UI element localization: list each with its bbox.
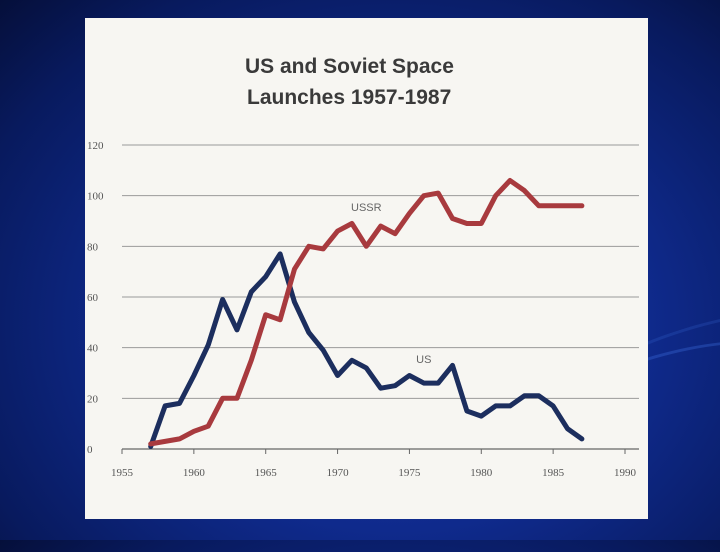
x-tick-label: 1970 bbox=[327, 467, 350, 479]
x-tick-label: 1960 bbox=[183, 467, 206, 479]
x-tick-label: 1975 bbox=[398, 467, 421, 479]
series-label-ussr: USSR bbox=[351, 202, 382, 214]
y-tick-label: 80 bbox=[87, 241, 99, 253]
y-tick-label: 20 bbox=[87, 393, 99, 405]
x-tick-label: 1985 bbox=[542, 467, 565, 479]
line-chart: US and Soviet Space Launches 1957-1987 0… bbox=[87, 55, 639, 479]
x-tick-label: 1965 bbox=[255, 467, 278, 479]
series-label-us: US bbox=[416, 354, 431, 366]
x-tick-label: 1980 bbox=[470, 467, 493, 479]
y-tick-label: 0 bbox=[87, 444, 93, 456]
series-line-ussr bbox=[148, 178, 585, 447]
chart-title-line-1: US and Soviet Space bbox=[245, 55, 454, 78]
y-tick-label: 100 bbox=[87, 191, 104, 203]
x-tick-label: 1990 bbox=[614, 467, 637, 479]
chart-figure: US and Soviet Space Launches 1957-1987 0… bbox=[85, 18, 648, 519]
y-tick-label: 120 bbox=[87, 140, 104, 152]
series-line-us bbox=[148, 251, 585, 449]
y-tick-label: 40 bbox=[87, 343, 99, 355]
chart-title-line-2: Launches 1957-1987 bbox=[247, 86, 451, 109]
y-tick-label: 60 bbox=[87, 292, 99, 304]
x-tick-label: 1955 bbox=[111, 467, 134, 479]
